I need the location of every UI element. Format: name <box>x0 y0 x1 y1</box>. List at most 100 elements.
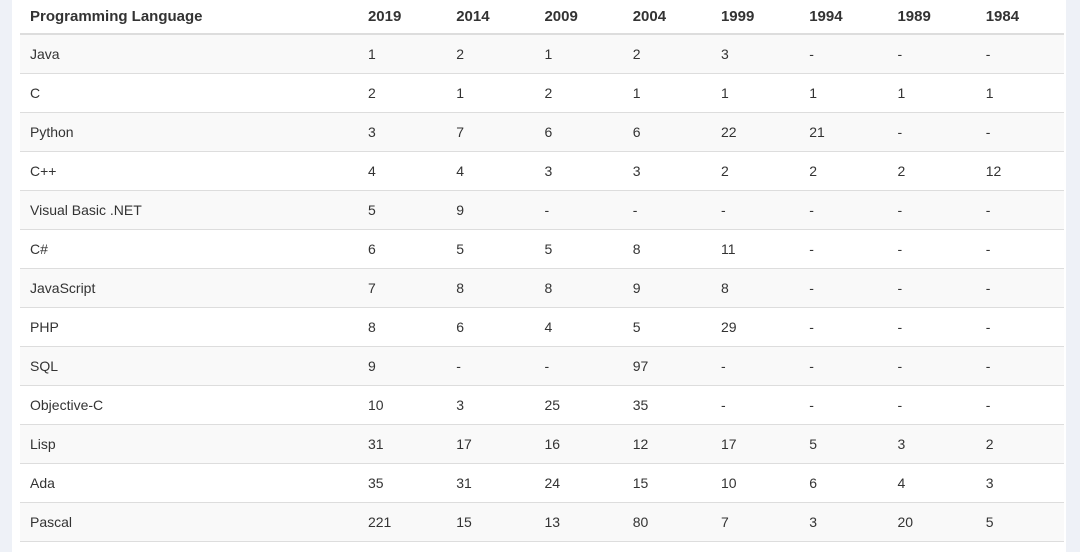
language-name-cell: PHP <box>20 306 358 346</box>
language-name-cell: Objective-C <box>20 384 358 424</box>
table-row: Java 1 2 1 2 3- - - <box>20 33 1064 73</box>
rank-cell: 31 <box>446 462 535 502</box>
rank-cell: - <box>975 267 1064 307</box>
rank-cell: 7 <box>710 501 800 542</box>
rank-cell: 4 <box>534 306 623 346</box>
table-row: Lisp 31 17 16 12 17 5 3 2 <box>20 423 1064 463</box>
rank-cell: - <box>446 345 535 385</box>
rank-cell: - <box>799 384 888 424</box>
rank-cell: - <box>710 384 800 424</box>
rank-cell: 17 <box>446 423 535 463</box>
rank-cell: - <box>799 189 888 229</box>
rank-cell: - <box>710 189 800 229</box>
rank-cell: - <box>887 189 976 229</box>
table-row: SQL 9- -97- - - - <box>20 345 1064 385</box>
rank-cell: - <box>887 33 976 73</box>
rank-cell: 1 <box>446 72 535 112</box>
rank-cell: 2 <box>710 150 800 190</box>
rank-cell: 80 <box>622 501 711 542</box>
rank-cell: 6 <box>799 462 888 502</box>
rank-cell: 3 <box>534 150 623 190</box>
column-header-year: 2004 <box>622 0 711 35</box>
rank-cell: 2 <box>887 150 976 190</box>
rank-cell: 1 <box>357 33 447 73</box>
rank-cell: 29 <box>710 306 800 346</box>
table-row: C# 6 5 5 8 11- - - <box>20 228 1064 268</box>
rank-cell: 5 <box>446 228 535 268</box>
rank-cell: 9 <box>357 345 447 385</box>
rank-cell: 10 <box>357 384 447 424</box>
rank-cell: 4 <box>357 150 447 190</box>
rank-cell: 8 <box>357 306 447 346</box>
rank-cell: - <box>799 306 888 346</box>
language-name-cell: JavaScript <box>20 267 358 307</box>
rank-cell: - <box>887 384 976 424</box>
rank-cell: - <box>887 111 976 151</box>
table-header-row: Programming Language 2019 2014 2009 2004 1999… <box>20 0 1064 35</box>
table-body: Java 1 2 1 2 3- - - C 2 1 2 1 1 1 1 1 Python 3 7 6 6 22 21- - C++… <box>20 33 1064 542</box>
rank-cell: 3 <box>710 33 800 73</box>
rank-cell: 24 <box>534 462 623 502</box>
rank-cell: 4 <box>887 462 976 502</box>
rank-cell: - <box>710 345 800 385</box>
rank-cell: 5 <box>534 228 623 268</box>
left-rail <box>0 0 12 552</box>
rank-cell: 25 <box>534 384 623 424</box>
table-row: PHP 8 6 4 5 29- - - <box>20 306 1064 346</box>
rank-cell: 7 <box>446 111 535 151</box>
rank-cell: 17 <box>710 423 800 463</box>
rank-cell: 3 <box>887 423 976 463</box>
language-ranking-table: Programming Language 2019 2014 2009 2004 1999… <box>20 0 1064 542</box>
rank-cell: 12 <box>975 150 1064 190</box>
rank-cell: 1 <box>887 72 976 112</box>
rank-cell: 16 <box>534 423 623 463</box>
rank-cell: 6 <box>357 228 447 268</box>
rank-cell: - <box>887 345 976 385</box>
language-name-cell: C++ <box>20 150 358 190</box>
table-row: Ada 35 31 24 15 10 6 4 3 <box>20 462 1064 502</box>
rank-cell: 2 <box>975 423 1064 463</box>
rank-cell: - <box>799 33 888 73</box>
rank-cell: - <box>622 189 711 229</box>
table-row: Visual Basic .NET 5 9- - - - - - <box>20 189 1064 229</box>
rank-cell: - <box>975 111 1064 151</box>
language-name-cell: Visual Basic .NET <box>20 189 358 229</box>
rank-cell: - <box>887 267 976 307</box>
column-header-language: Programming Language <box>20 0 358 35</box>
table-row: Pascal 221 15 13 80 7 3 20 5 <box>20 501 1064 542</box>
rank-cell: 35 <box>622 384 711 424</box>
rank-cell: 1 <box>975 72 1064 112</box>
rank-cell: - <box>534 189 623 229</box>
rank-cell: 8 <box>710 267 800 307</box>
rank-cell: 5 <box>622 306 711 346</box>
rank-cell: - <box>975 228 1064 268</box>
rank-cell: - <box>975 345 1064 385</box>
rank-cell: - <box>975 306 1064 346</box>
column-header-year: 1989 <box>887 0 976 35</box>
rank-cell: 2 <box>357 72 447 112</box>
rank-cell: 10 <box>710 462 800 502</box>
rank-cell: 2 <box>799 150 888 190</box>
rank-cell: - <box>799 345 888 385</box>
rank-cell: 2 <box>534 72 623 112</box>
rank-cell: 6 <box>446 306 535 346</box>
language-name-cell: Lisp <box>20 423 358 463</box>
rank-cell: 5 <box>357 189 447 229</box>
rank-cell: 15 <box>622 462 711 502</box>
rank-cell: 5 <box>975 501 1064 542</box>
column-header-year: 2014 <box>446 0 535 35</box>
rank-cell: 5 <box>799 423 888 463</box>
rank-cell: - <box>975 33 1064 73</box>
rank-cell: 13 <box>534 501 623 542</box>
rank-cell: 1 <box>710 72 800 112</box>
rank-cell: 20 <box>887 501 976 542</box>
rank-cell: 7 <box>357 267 447 307</box>
rank-cell: 15 <box>446 501 535 542</box>
rank-cell: 8 <box>622 228 711 268</box>
language-name-cell: Java <box>20 33 358 73</box>
rank-cell: - <box>534 345 623 385</box>
scrollbar-track[interactable] <box>1066 0 1080 552</box>
column-header-year: 1994 <box>799 0 888 35</box>
rank-cell: 22 <box>710 111 800 151</box>
